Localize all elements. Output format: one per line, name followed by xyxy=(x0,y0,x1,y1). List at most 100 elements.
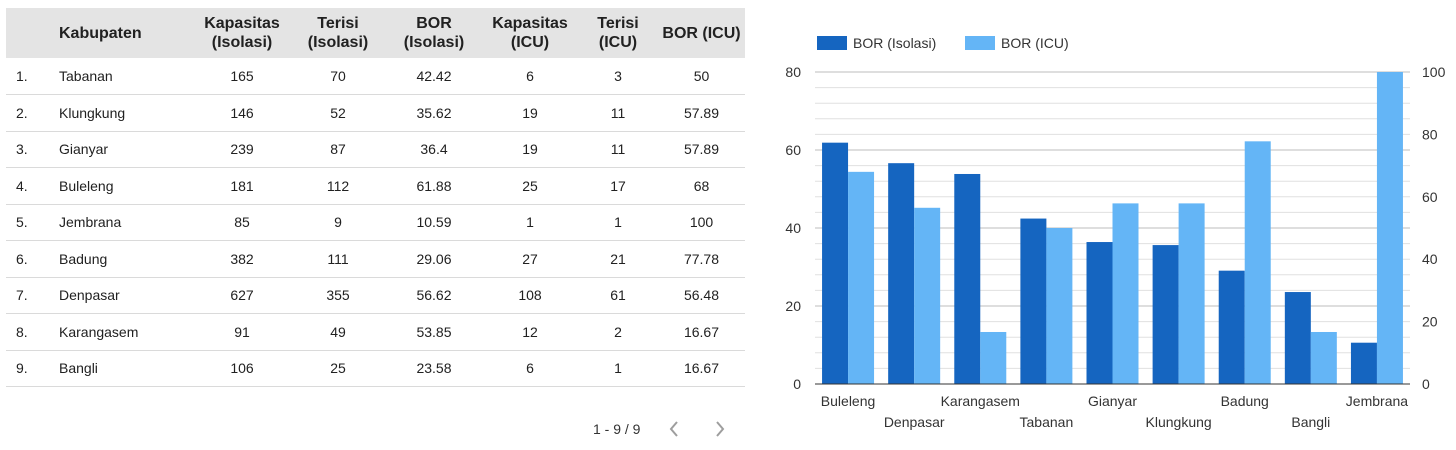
kapasitas-icu-cell: 19 xyxy=(522,141,538,158)
row-index: 6. xyxy=(16,250,28,267)
bar-bor-isolasi xyxy=(1020,218,1047,384)
x-axis-category-label: Klungkung xyxy=(1146,414,1212,430)
bar-bor-isolasi xyxy=(954,173,981,384)
right-axis-tick-label: 20 xyxy=(1422,314,1438,330)
row-index: 8. xyxy=(16,323,28,340)
kabupaten-header[interactable]: Kabupaten xyxy=(59,24,142,42)
terisi-isolasi-cell: 52 xyxy=(330,104,346,121)
bor-icu-cell: 50 xyxy=(693,68,710,84)
table-row: 5. Jembrana 85 9 10.59 1 1 100 xyxy=(6,204,745,241)
bor-isolasi-cell: 23.58 xyxy=(416,360,452,377)
kapasitas-icu-cell: 25 xyxy=(522,177,538,194)
legend-swatch xyxy=(965,36,995,50)
bar-bor-icu xyxy=(848,171,875,384)
x-axis-category-label: Badung xyxy=(1221,393,1269,409)
kapasitas-isolasi-header[interactable]: Kapasitas (Isolasi) xyxy=(204,15,280,51)
bor-icu-cell: 57.89 xyxy=(683,141,720,158)
terisi-isolasi-cell: 70 xyxy=(330,68,346,84)
table-row: 8. Karangasem 91 49 53.85 12 2 16.67 xyxy=(6,314,745,350)
bor-isolasi-header[interactable]: BOR (Isolasi) xyxy=(403,15,465,51)
legend-swatch xyxy=(817,36,847,50)
terisi-isolasi-cell: 355 xyxy=(326,287,350,304)
row-index: 2. xyxy=(16,104,28,121)
row-index: 7. xyxy=(16,287,28,304)
right-axis-tick-label: 0 xyxy=(1422,376,1430,392)
kapasitas-icu-cell: 6 xyxy=(526,68,534,84)
bar-bor-icu xyxy=(1310,331,1337,384)
bor-icu-cell: 16.67 xyxy=(683,323,720,340)
x-axis-category-label: Karangasem xyxy=(941,393,1020,409)
bor-icu-cell: 77.78 xyxy=(683,250,720,267)
bar-chart: 0 20 40 60 80 0 20 40 60 80 100 Buleleng Denpasar Kar… xyxy=(785,35,1446,430)
kabupaten-cell: Tabanan xyxy=(59,68,113,84)
legend-label: BOR (Isolasi) xyxy=(853,35,936,51)
bar-bor-isolasi xyxy=(1152,245,1179,384)
left-axis-tick-label: 20 xyxy=(785,298,801,314)
left-axis-tick-label: 80 xyxy=(785,64,801,80)
bor-isolasi-cell: 36.4 xyxy=(420,141,448,158)
table-row: 4. Buleleng 181 112 61.88 25 17 68 xyxy=(6,168,745,204)
terisi-isolasi-cell: 111 xyxy=(327,250,349,267)
terisi-icu-cell: 17 xyxy=(610,177,626,194)
terisi-icu-cell: 1 xyxy=(614,214,622,231)
kapasitas-icu-cell: 19 xyxy=(522,104,538,121)
kapasitas-isolasi-cell: 382 xyxy=(230,250,254,267)
bar-bor-isolasi xyxy=(888,163,915,384)
terisi-isolasi-header[interactable]: Terisi (Isolasi) xyxy=(307,15,369,51)
row-index: 9. xyxy=(16,360,28,377)
bar-bor-isolasi xyxy=(1086,242,1113,384)
terisi-isolasi-cell: 87 xyxy=(330,141,346,158)
bar-bor-icu xyxy=(980,331,1007,384)
table-row: 2. Klungkung 146 52 35.62 19 11 57.89 xyxy=(6,95,745,131)
kapasitas-isolasi-cell: 627 xyxy=(230,287,254,304)
bor-isolasi-cell: 56.62 xyxy=(416,287,452,304)
right-axis-tick-label: 100 xyxy=(1422,64,1446,80)
terisi-isolasi-cell: 25 xyxy=(330,360,346,377)
kapasitas-icu-cell: 6 xyxy=(526,360,534,377)
bor-icu-cell: 16.67 xyxy=(683,360,720,377)
x-axis-category-label: Bangli xyxy=(1291,414,1330,430)
terisi-icu-cell: 61 xyxy=(610,287,626,304)
bor-icu-cell: 57.89 xyxy=(683,104,720,121)
left-axis-tick-label: 40 xyxy=(785,220,801,236)
chevron-right-icon[interactable] xyxy=(714,420,726,438)
row-index: 1. xyxy=(16,68,28,84)
chevron-left-icon[interactable] xyxy=(668,420,680,438)
kapasitas-isolasi-cell: 181 xyxy=(230,177,254,194)
terisi-icu-cell: 21 xyxy=(610,250,626,267)
row-index: 5. xyxy=(16,214,28,231)
row-index: 3. xyxy=(16,141,28,158)
bar-bor-icu xyxy=(1376,72,1403,384)
terisi-icu-cell: 3 xyxy=(614,68,622,84)
bor-icu-cell: 68 xyxy=(693,177,710,194)
pagination: 1 - 9 / 9 xyxy=(593,420,726,438)
terisi-isolasi-cell: 9 xyxy=(334,214,342,231)
terisi-icu-cell: 11 xyxy=(610,141,626,158)
bor-icu-header[interactable]: BOR (ICU) xyxy=(662,24,741,42)
x-axis-category-label: Jembrana xyxy=(1346,393,1408,409)
bar-bor-icu xyxy=(1112,203,1139,384)
kapasitas-icu-cell: 1 xyxy=(526,214,534,231)
table-header-row: Kabupaten Kapasitas (Isolasi) Terisi (Is… xyxy=(6,8,745,58)
table-body: 1. Tabanan 165 70 42.42 6 3 50 2. Klungkung 146 52 3… xyxy=(6,58,745,387)
bor-isolasi-cell: 53.85 xyxy=(416,323,452,340)
kabupaten-cell: Gianyar xyxy=(59,141,109,158)
row-index: 4. xyxy=(16,177,28,194)
kapasitas-isolasi-cell: 106 xyxy=(230,360,254,377)
bar-bor-icu xyxy=(1178,203,1205,384)
bor-isolasi-cell: 29.06 xyxy=(416,250,452,267)
kapasitas-isolasi-cell: 165 xyxy=(230,68,254,84)
table-row: 7. Denpasar 627 355 56.62 108 61 56.48 xyxy=(6,277,745,314)
bar-bor-isolasi xyxy=(1284,292,1311,384)
terisi-icu-header[interactable]: Terisi (ICU) xyxy=(597,15,639,51)
bar-bor-icu xyxy=(914,207,941,384)
kapasitas-isolasi-cell: 85 xyxy=(234,214,250,231)
bar-bor-isolasi xyxy=(1218,270,1245,384)
kabupaten-cell: Badung xyxy=(59,250,108,267)
kapasitas-icu-header[interactable]: Kapasitas (ICU) xyxy=(492,15,568,51)
pagination-label: 1 - 9 / 9 xyxy=(593,421,641,437)
bor-isolasi-cell: 42.42 xyxy=(416,68,452,84)
x-axis-category-label: Tabanan xyxy=(1020,414,1074,430)
terisi-icu-cell: 1 xyxy=(614,360,622,377)
table-row: 1. Tabanan 165 70 42.42 6 3 50 xyxy=(6,58,745,95)
